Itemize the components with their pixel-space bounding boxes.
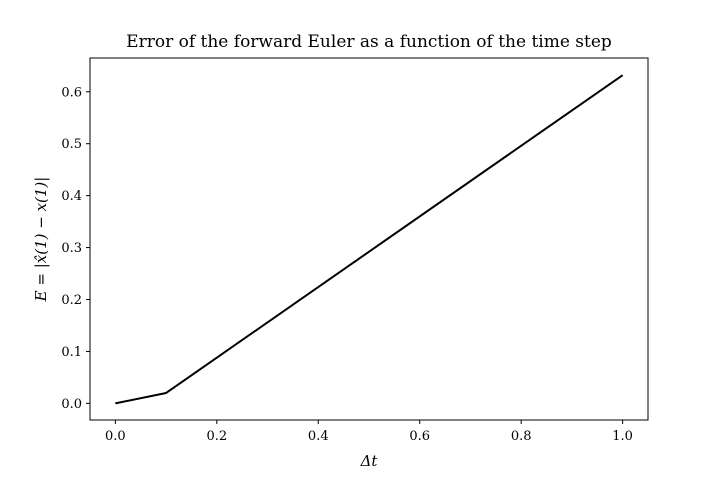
y-axis: 0.0 0.1 0.2 0.3 0.4 0.5 0.6 — [61, 85, 90, 412]
x-axis-label: Δt — [360, 452, 379, 470]
chart-title: Error of the forward Euler as a function… — [126, 32, 612, 52]
y-axis-label: E = |x̂(1) − x(1)| — [32, 177, 50, 303]
y-tick-label: 0.3 — [61, 241, 82, 256]
x-tick-label: 1.0 — [612, 429, 633, 444]
x-tick-label: 0.6 — [409, 429, 430, 444]
x-tick-label: 0.0 — [105, 429, 126, 444]
y-tick-label: 0.4 — [61, 189, 82, 204]
x-tick-label: 0.8 — [511, 429, 532, 444]
y-tick-label: 0.5 — [61, 137, 82, 152]
series-line — [115, 74, 624, 405]
x-tick-label: 0.2 — [206, 429, 227, 444]
series-layer — [115, 74, 624, 405]
x-tick-label: 0.4 — [308, 429, 329, 444]
x-axis: 0.0 0.2 0.4 0.6 0.8 1.0 — [105, 420, 633, 444]
plot-frame — [89, 57, 649, 421]
y-tick-label: 0.6 — [61, 85, 82, 100]
y-tick-label: 0.0 — [61, 397, 82, 412]
y-tick-label: 0.1 — [61, 345, 82, 360]
y-tick-label: 0.2 — [61, 293, 82, 308]
